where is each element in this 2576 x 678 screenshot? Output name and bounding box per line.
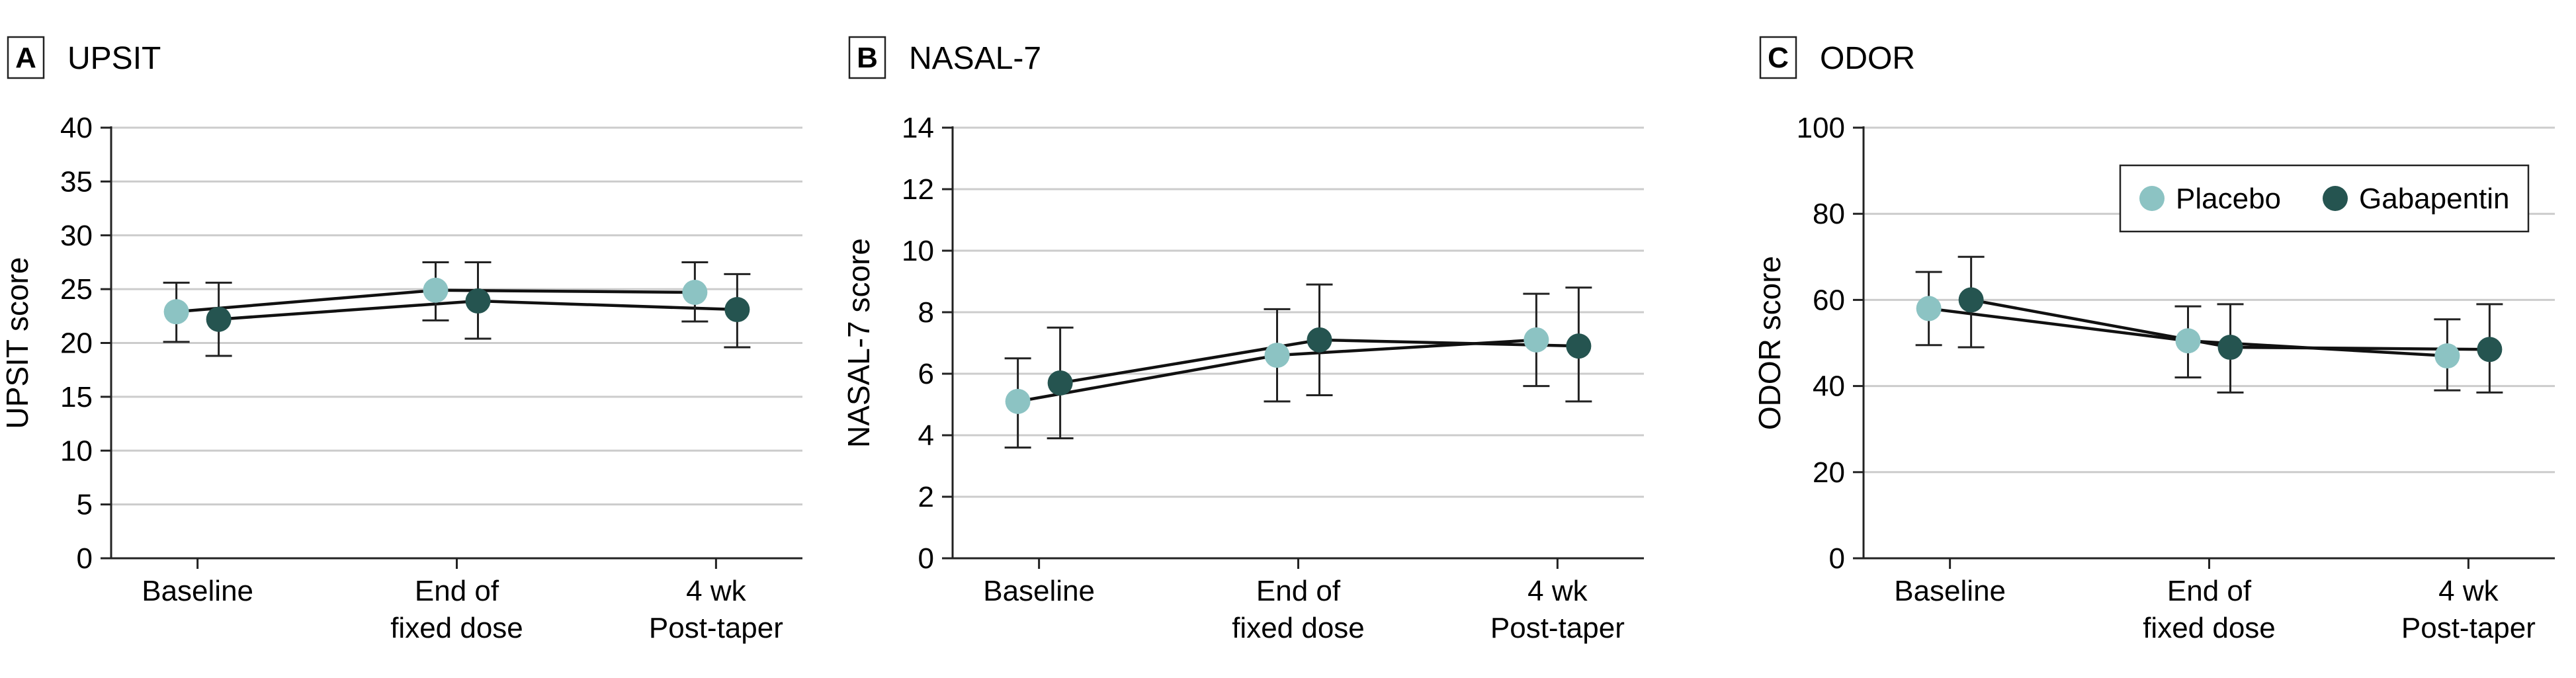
- data-point-placebo: [682, 280, 708, 306]
- y-tick-label: 40: [60, 112, 93, 144]
- data-point-placebo: [2175, 328, 2201, 354]
- x-tick-label: Post-taper: [1490, 612, 1625, 644]
- y-axis-label: UPSIT score: [0, 257, 34, 429]
- y-tick-label: 80: [1813, 198, 1845, 230]
- x-tick-label: Baseline: [1894, 575, 2006, 607]
- data-point-placebo: [163, 299, 189, 325]
- x-tick-label: fixed dose: [2143, 612, 2276, 644]
- data-point-gabapentin: [1047, 370, 1073, 396]
- y-tick-label: 14: [902, 112, 934, 144]
- panel-b: B NASAL-7 0 2 4 6 8 10 12 14 Baseline End of fixed d…: [841, 36, 1644, 644]
- data-point-gabapentin: [1307, 327, 1332, 353]
- y-tick-label: 10: [902, 235, 934, 267]
- x-tick-label: End of: [1256, 575, 1341, 607]
- x-tick-label: Baseline: [983, 575, 1095, 607]
- x-tick-label: Post-taper: [2401, 612, 2536, 644]
- x-tick-label: 4 wk: [2438, 575, 2499, 607]
- y-tick-label: 60: [1813, 284, 1845, 316]
- y-axis-label: NASAL-7 score: [841, 238, 876, 448]
- data-point-placebo: [2434, 343, 2460, 369]
- y-tick-label: 10: [60, 435, 93, 467]
- panel-letter-box: [848, 36, 886, 79]
- y-tick-label: 15: [60, 381, 93, 413]
- y-axis-label: ODOR score: [1752, 256, 1787, 430]
- panel-title: NASAL-7: [909, 41, 1041, 76]
- y-tick-label: 0: [77, 542, 93, 575]
- x-tick-label: fixed dose: [390, 612, 523, 644]
- y-tick-label: 6: [918, 358, 934, 390]
- y-tick-label: 35: [60, 165, 93, 198]
- data-point-placebo: [1264, 343, 1290, 368]
- panel-letter: C: [1768, 42, 1789, 74]
- y-tick-label: 30: [60, 220, 93, 252]
- data-point-gabapentin: [1958, 287, 1984, 313]
- panel-title: ODOR: [1820, 41, 1915, 76]
- y-tick-label: 0: [1829, 542, 1845, 575]
- y-tick-label: 20: [60, 327, 93, 360]
- panel-letter: B: [857, 42, 878, 74]
- x-tick-label: fixed dose: [1232, 612, 1365, 644]
- data-point-placebo: [1916, 296, 1942, 321]
- x-tick-label: End of: [415, 575, 499, 607]
- panel-letter-box: [1759, 36, 1797, 79]
- legend-label: Gabapentin: [2359, 183, 2510, 215]
- y-tick-label: 25: [60, 273, 93, 306]
- data-point-gabapentin: [2477, 337, 2503, 362]
- legend: Placebo Gabapentin: [2119, 164, 2530, 233]
- y-tick-label: 4: [918, 419, 934, 452]
- panel-letter: A: [15, 42, 36, 74]
- legend-marker-gabapentin: [2323, 186, 2348, 211]
- y-tick-label: 2: [918, 481, 934, 513]
- data-point-placebo: [1524, 327, 1549, 353]
- data-point-placebo: [1005, 388, 1031, 414]
- y-tick-label: 0: [918, 542, 934, 575]
- legend-label: Placebo: [2176, 183, 2281, 215]
- data-point-gabapentin: [1566, 333, 1592, 359]
- x-tick-label: 4 wk: [1527, 575, 1588, 607]
- panel-title: UPSIT: [67, 41, 161, 76]
- data-point-placebo: [423, 277, 449, 303]
- y-tick-label: 20: [1813, 456, 1845, 489]
- y-tick-label: 40: [1813, 370, 1845, 403]
- y-tick-label: 100: [1797, 112, 1845, 144]
- x-tick-label: End of: [2167, 575, 2252, 607]
- panel-a: A UPSIT 0 5 10 15 20 25 30 35 40 Baseline End of fixe…: [0, 36, 802, 644]
- data-point-gabapentin: [2217, 335, 2243, 360]
- legend-marker-placebo: [2139, 186, 2165, 211]
- panel-letter-box: [7, 36, 45, 79]
- data-point-gabapentin: [465, 288, 491, 314]
- y-tick-label: 5: [77, 489, 93, 521]
- data-point-gabapentin: [206, 306, 232, 332]
- x-tick-label: Post-taper: [649, 612, 783, 644]
- panel-c: C ODOR 0 20 40 60 80 100 Baseline End of fixed dos…: [1752, 36, 2555, 644]
- x-tick-label: Baseline: [142, 575, 253, 607]
- x-tick-label: 4 wk: [686, 575, 746, 607]
- data-point-gabapentin: [724, 297, 750, 323]
- y-tick-label: 8: [918, 296, 934, 329]
- y-tick-label: 12: [902, 173, 934, 206]
